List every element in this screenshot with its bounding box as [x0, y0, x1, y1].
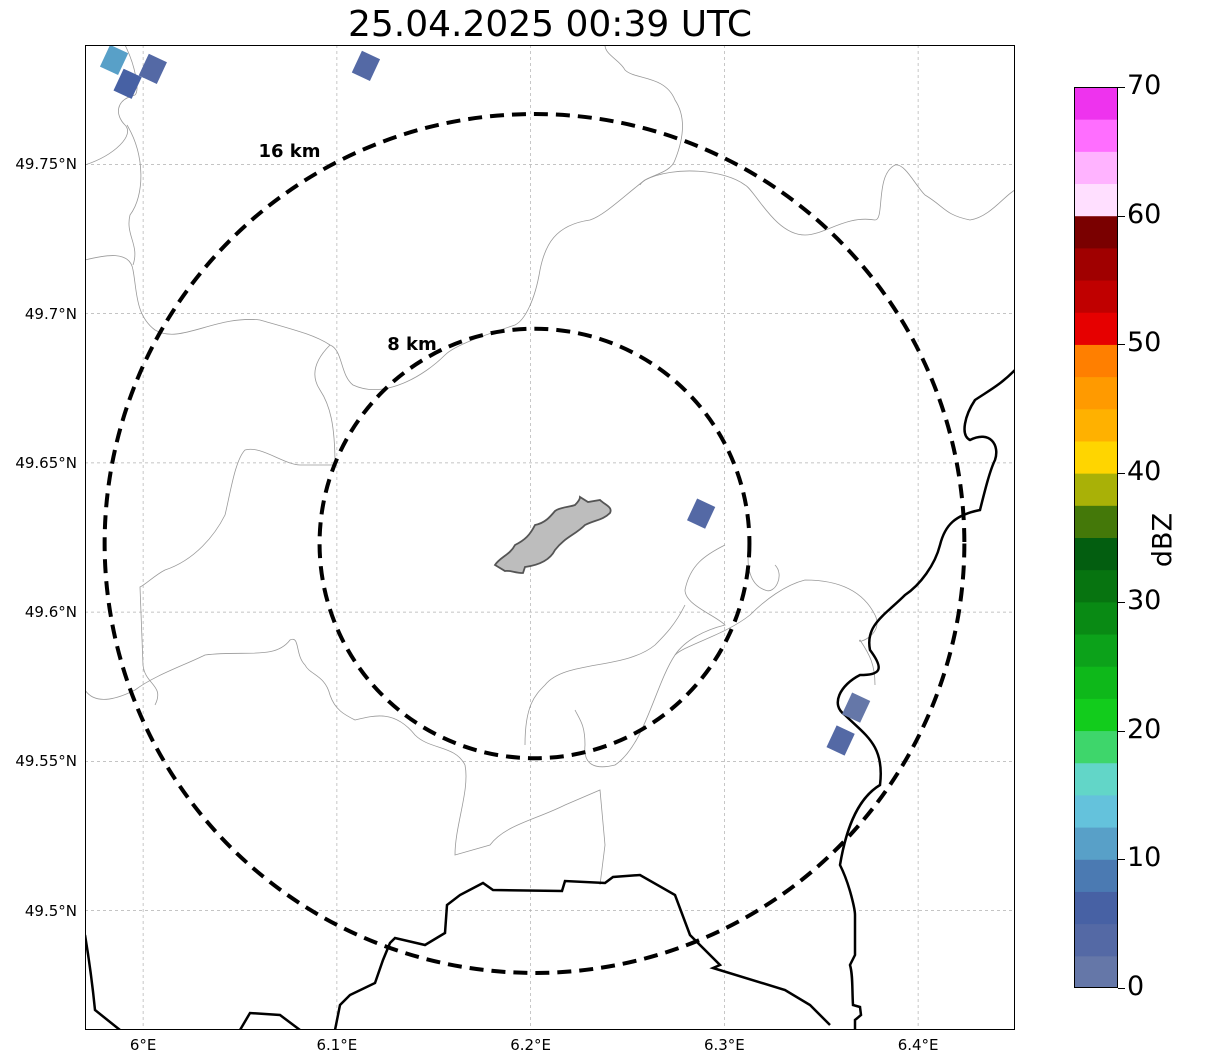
- colorbar-segment: [1074, 601, 1118, 635]
- colorbar-unit-label: dBZ: [1147, 512, 1179, 568]
- colorbar-segment: [1074, 794, 1118, 828]
- chart-title: 25.04.2025 00:39 UTC: [347, 4, 753, 45]
- colorbar-tick-mark: [1118, 344, 1125, 346]
- lon-tick-label: 6.4°E: [897, 1036, 939, 1054]
- reflectivity-cell: [351, 50, 381, 81]
- reflectivity-cell: [99, 45, 129, 76]
- colorbar-tick-label: 40: [1127, 456, 1162, 488]
- lat-tick-label: 49.7°N: [24, 304, 77, 323]
- colorbar-segment: [1074, 698, 1118, 732]
- colorbar-segment: [1074, 440, 1118, 474]
- colorbar-segment: [1074, 408, 1118, 442]
- lat-tick-label: 49.65°N: [15, 453, 77, 472]
- colorbar-segment: [1074, 955, 1118, 988]
- country-borders: [85, 369, 1015, 1030]
- colorbar-segment: [1074, 505, 1118, 538]
- colorbar-tick-label: 70: [1127, 70, 1162, 101]
- colorbar-segment: [1074, 666, 1118, 699]
- range-ring: [317, 326, 752, 761]
- colorbar-segment: [1074, 280, 1118, 313]
- colorbar-segment: [1074, 312, 1118, 345]
- colorbar-segment: [1074, 215, 1118, 249]
- range-ring: [102, 111, 967, 975]
- range-ring-label: 16 km: [258, 141, 320, 162]
- reflectivity-cell: [686, 498, 716, 529]
- colorbar-segment: [1074, 634, 1118, 667]
- colorbar: [1074, 87, 1118, 988]
- lon-tick-label: 6°E: [129, 1036, 157, 1054]
- reflectivity-layer: [99, 45, 871, 756]
- colorbar-segment: [1074, 923, 1118, 957]
- municipal-boundaries: [85, 45, 1015, 886]
- lon-tick-label: 6.2°E: [510, 1036, 552, 1054]
- colorbar-segment: [1074, 183, 1118, 217]
- range-rings: 16 km 8 km: [102, 111, 967, 975]
- lat-tick-label: 49.6°N: [24, 603, 77, 622]
- colorbar-segment: [1074, 730, 1118, 764]
- radar-map[interactable]: 16 km 8 km: [85, 45, 1015, 1030]
- colorbar-segment: [1074, 344, 1118, 378]
- colorbar-tick-label: 30: [1127, 584, 1162, 616]
- colorbar-segment: [1074, 537, 1118, 571]
- reflectivity-cell: [841, 692, 871, 723]
- colorbar-tick-mark: [1118, 730, 1125, 732]
- city-outline: [493, 495, 612, 574]
- colorbar-tick-label: 20: [1127, 713, 1162, 745]
- colorbar-tick-label: 60: [1127, 198, 1162, 230]
- colorbar-segment: [1074, 569, 1118, 603]
- colorbar-segment: [1074, 473, 1118, 506]
- lon-tick-label: 6.1°E: [316, 1036, 358, 1054]
- colorbar-segment: [1074, 827, 1118, 860]
- colorbar-segment: [1074, 762, 1118, 796]
- colorbar-tick-mark: [1118, 87, 1125, 88]
- lat-tick-label: 49.5°N: [24, 901, 77, 920]
- colorbar-segment: [1074, 891, 1118, 925]
- colorbar-tick-mark: [1118, 988, 1125, 989]
- lat-tick-label: 49.55°N: [15, 752, 77, 771]
- colorbar-tick-mark: [1118, 859, 1125, 861]
- reflectivity-cell: [138, 53, 167, 84]
- colorbar-tick-label: 0: [1127, 971, 1145, 1002]
- colorbar-segment: [1074, 247, 1118, 281]
- colorbar-segment: [1074, 151, 1118, 185]
- colorbar-segment: [1074, 859, 1118, 892]
- colorbar-segment: [1074, 376, 1118, 410]
- lon-tick-label: 6.3°E: [703, 1036, 745, 1054]
- reflectivity-cell: [113, 68, 142, 99]
- colorbar-segment: [1074, 87, 1118, 120]
- reflectivity-cell: [826, 725, 855, 756]
- colorbar-tick-mark: [1118, 473, 1125, 475]
- colorbar-tick-label: 50: [1127, 327, 1162, 359]
- colorbar-tick-mark: [1118, 601, 1125, 603]
- colorbar-tick-label: 10: [1127, 842, 1162, 874]
- colorbar-segment: [1074, 119, 1118, 152]
- colorbar-tick-mark: [1118, 215, 1125, 217]
- lat-tick-label: 49.75°N: [15, 155, 77, 174]
- colorbar-frame: [1074, 87, 1118, 988]
- range-ring-label: 8 km: [387, 334, 437, 355]
